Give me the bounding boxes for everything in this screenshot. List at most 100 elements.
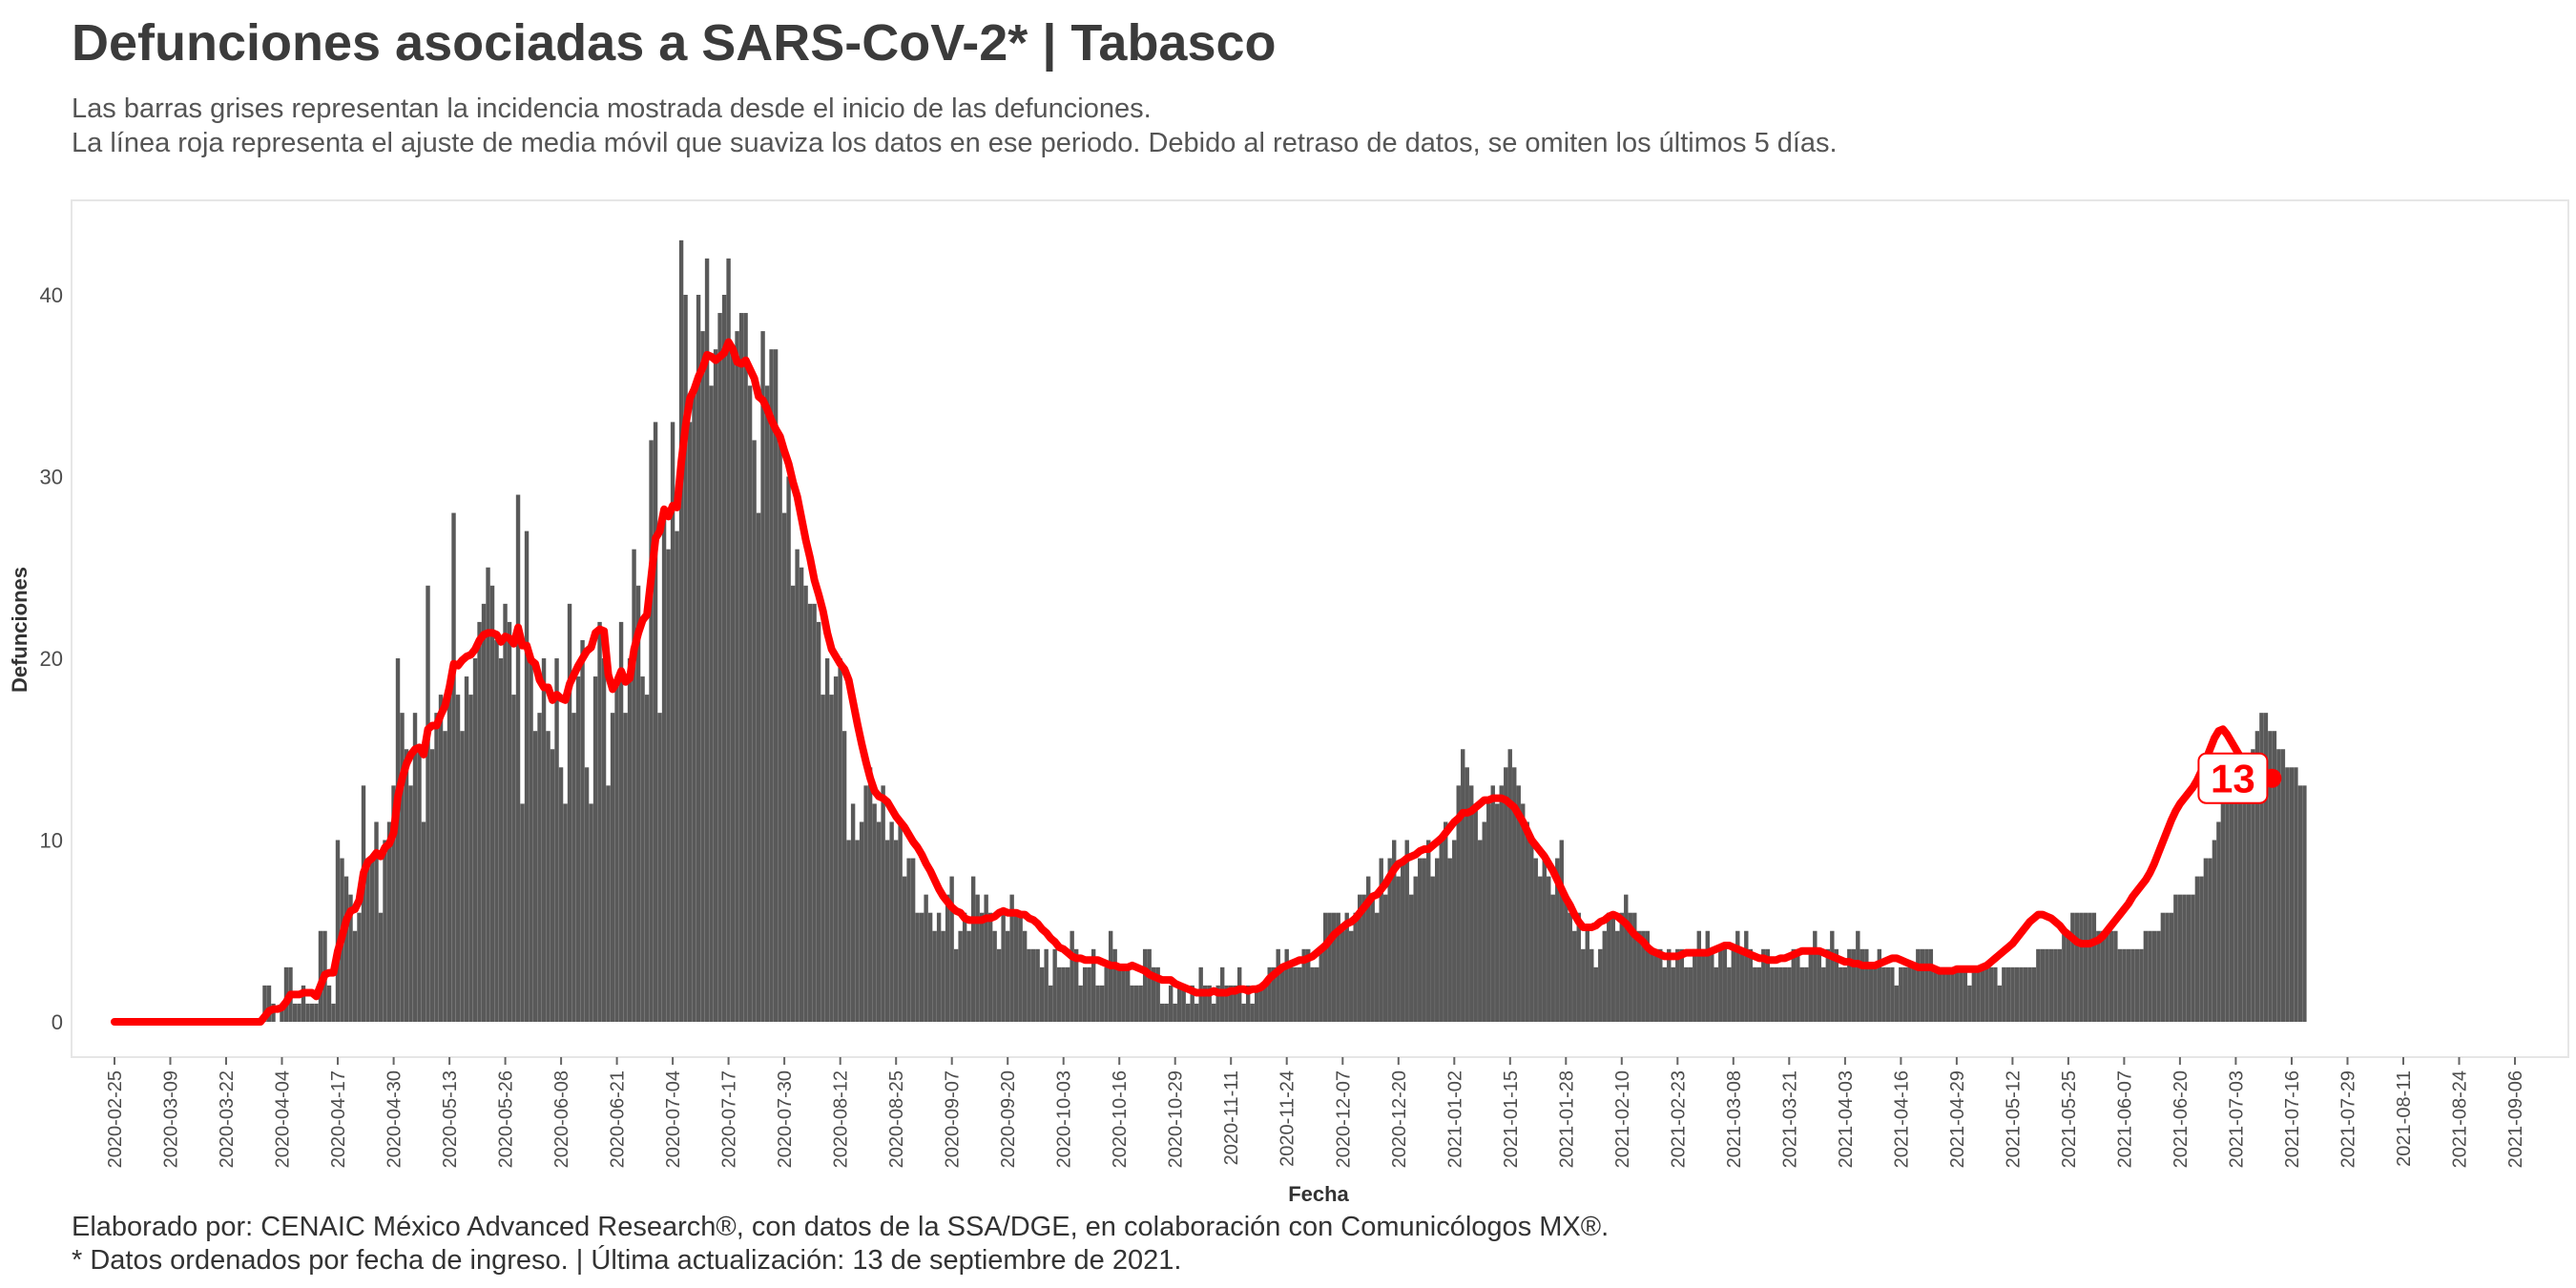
bar — [1842, 966, 1848, 1022]
bar — [2272, 731, 2277, 1022]
bar — [314, 1003, 319, 1022]
bar — [1435, 858, 1440, 1022]
moving-average-line — [111, 338, 2266, 1026]
x-tick-label: 2020-09-07 — [943, 1070, 964, 1168]
bar — [773, 349, 779, 1022]
bar — [2169, 912, 2174, 1022]
bar — [1856, 930, 1860, 1022]
bar — [1245, 985, 1251, 1022]
bar — [876, 821, 882, 1022]
y-tick-label: 40 — [40, 283, 63, 307]
bar — [1722, 948, 1727, 1022]
bar — [1465, 767, 1469, 1022]
bar — [795, 549, 800, 1022]
bar — [280, 1003, 284, 1022]
bar — [1452, 840, 1457, 1022]
bar — [675, 530, 679, 1022]
bar — [1830, 930, 1835, 1022]
bar — [343, 876, 349, 1022]
bar — [1133, 985, 1139, 1022]
bar — [374, 821, 379, 1022]
bar — [1641, 930, 1646, 1022]
bar — [1684, 966, 1689, 1022]
bar — [1667, 948, 1672, 1022]
x-tick-label: 2020-03-22 — [217, 1070, 238, 1168]
bar — [348, 894, 353, 1022]
bar — [606, 785, 611, 1022]
x-tick-label: 2020-03-09 — [161, 1070, 182, 1168]
bar — [2199, 876, 2204, 1022]
bar — [1920, 948, 1925, 1022]
bar — [1087, 966, 1091, 1022]
bar — [1478, 840, 1483, 1022]
bar — [546, 731, 551, 1022]
bar — [1808, 948, 1814, 1022]
bar — [1701, 948, 1706, 1022]
bar — [841, 731, 847, 1022]
bar — [1284, 948, 1289, 1022]
bar — [1525, 821, 1529, 1022]
bar — [2002, 966, 2006, 1022]
x-tick-label: 2021-04-16 — [1891, 1070, 1912, 1168]
bar — [1727, 966, 1732, 1022]
bar — [1005, 930, 1010, 1022]
bar — [735, 331, 739, 1023]
bar — [2113, 930, 2118, 1022]
x-tick-label: 2020-05-26 — [496, 1070, 517, 1168]
x-tick-label: 2020-04-17 — [328, 1070, 349, 1168]
bar — [872, 803, 877, 1022]
bar — [1959, 966, 1963, 1022]
bar — [1469, 785, 1474, 1022]
bar — [1967, 985, 1972, 1022]
bar — [1839, 966, 1843, 1022]
bar — [1375, 912, 1380, 1022]
bar — [1954, 966, 1960, 1022]
bar — [2182, 894, 2187, 1022]
bar — [2130, 948, 2135, 1022]
bar — [927, 912, 933, 1022]
bar — [1555, 858, 1560, 1022]
bar — [1430, 876, 1435, 1022]
x-tick-label: 2020-07-17 — [719, 1070, 740, 1168]
bar — [756, 512, 761, 1022]
bar — [1490, 785, 1495, 1022]
bar — [649, 440, 654, 1022]
bar — [1761, 948, 1766, 1022]
bar — [1211, 1003, 1216, 1022]
x-tick-label: 2021-04-29 — [1947, 1070, 1968, 1168]
bar — [1924, 948, 1929, 1022]
bar — [1963, 966, 1968, 1022]
bar — [1048, 985, 1053, 1022]
bar — [618, 621, 624, 1022]
bar — [821, 695, 825, 1022]
page-title: Defunciones asociadas a SARS-CoV-2* | Ta… — [72, 14, 1277, 72]
bar — [1327, 912, 1332, 1022]
bar — [1035, 948, 1040, 1022]
x-tick-label: 2021-07-03 — [2226, 1070, 2247, 1168]
bar — [460, 731, 465, 1022]
bar — [1168, 985, 1174, 1022]
x-tick-label: 2021-08-11 — [2394, 1070, 2415, 1167]
bar — [1813, 930, 1818, 1022]
bar — [558, 767, 564, 1022]
bar — [472, 658, 478, 1022]
bar — [838, 658, 842, 1022]
bar — [889, 821, 894, 1022]
bar — [1650, 948, 1654, 1022]
bar — [1851, 948, 1857, 1022]
bar — [975, 894, 980, 1022]
bar — [434, 713, 439, 1022]
bar — [1224, 985, 1229, 1022]
bar — [1942, 966, 1946, 1022]
bar — [2019, 966, 2024, 1022]
x-tick-label: 2021-04-03 — [1836, 1070, 1857, 1168]
bar — [786, 476, 791, 1022]
bar — [627, 658, 633, 1022]
bar — [1027, 948, 1031, 1022]
bar — [1547, 876, 1551, 1022]
bar — [1559, 840, 1564, 1022]
bar — [846, 840, 851, 1022]
bar — [670, 422, 675, 1023]
x-tick-label: 2020-10-29 — [1166, 1070, 1187, 1168]
bar — [2126, 948, 2131, 1022]
